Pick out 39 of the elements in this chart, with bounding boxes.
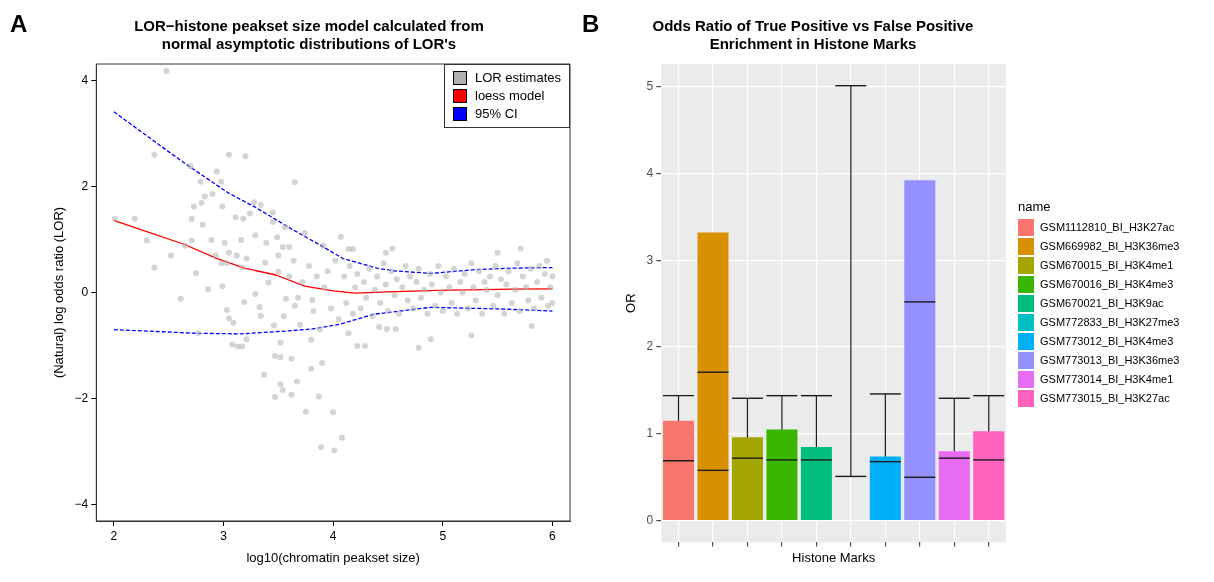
legend-label: 95% CI: [475, 105, 518, 123]
y-tick-label: −2: [74, 390, 89, 405]
y-tick-label: 0: [646, 513, 654, 528]
y-tick-label: 3: [646, 252, 654, 267]
text: A: [10, 10, 28, 38]
x-tick-label: 5: [439, 528, 447, 543]
y-axis-title: OR: [623, 293, 639, 313]
y-tick-label: 0: [81, 284, 89, 299]
legend-label: GSM773012_BI_H3K4me3: [1040, 335, 1174, 348]
y-tick-label: 5: [646, 78, 654, 93]
x-tick-label: 4: [329, 528, 337, 543]
legend-label: GSM669982_BI_H3K36me3: [1040, 240, 1180, 253]
legend-label: GSM670021_BI_H3K9ac: [1040, 297, 1164, 310]
legend-label: GSM773014_BI_H3K4me1: [1040, 373, 1174, 386]
y-axis-title: (Natural) log odds ratio (LOR): [51, 206, 67, 379]
y-tick-label: 4: [646, 165, 654, 180]
legend-label: loess model: [475, 87, 545, 105]
y-tick-label: 2: [646, 339, 654, 354]
text: B: [582, 10, 600, 38]
y-tick-label: 1: [646, 426, 654, 441]
legend-label: LOR estimates: [475, 69, 561, 87]
line-series: [113, 111, 554, 275]
legend-label: GSM1112810_BI_H3K27ac: [1040, 221, 1175, 234]
y-tick-label: −4: [74, 496, 89, 511]
legend-label: GSM670016_BI_H3K4me3: [1040, 278, 1174, 291]
legend-label: GSM773013_BI_H3K36me3: [1040, 354, 1180, 367]
y-tick-label: 4: [81, 72, 89, 87]
x-tick-label: 6: [549, 528, 557, 543]
y-tick-label: 2: [81, 178, 89, 193]
x-axis-title: log10(chromatin peakset size): [246, 549, 420, 565]
x-tick-label: 2: [110, 528, 118, 543]
x-tick-label: 3: [220, 528, 228, 543]
legend-label: GSM772833_BI_H3K27me3: [1040, 316, 1180, 329]
chart-title: Odds Ratio of True Positive vs False Positive Enrichment in Histone Marks: [652, 17, 974, 53]
legend-title: name: [1018, 198, 1052, 214]
legend-label: GSM773015_BI_H3K27ac: [1040, 392, 1170, 405]
chart-title: LOR−histone peakset size model calculated from normal asymptotic distributions of LOR's: [134, 17, 484, 53]
legend-label: GSM670015_BI_H3K4me1: [1040, 259, 1174, 272]
x-axis-title: Histone Marks: [792, 549, 876, 565]
